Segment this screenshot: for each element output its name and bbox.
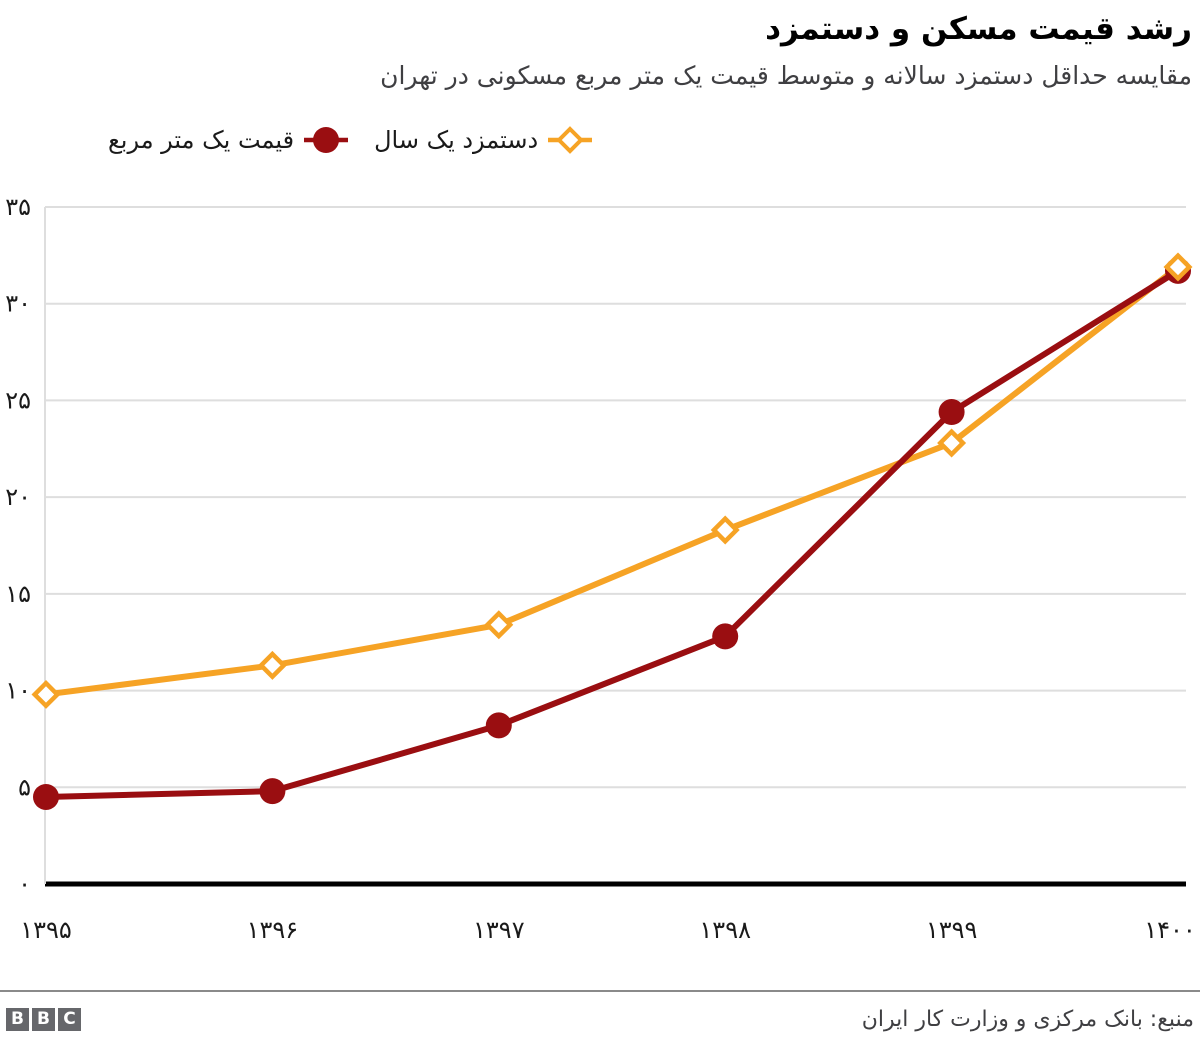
source-note: منبع: بانک مرکزی و وزارت کار ایران [861, 1006, 1194, 1032]
bbc-logo-block: B [32, 1007, 55, 1031]
data-point-marker [710, 515, 740, 545]
series-line [45, 268, 1180, 800]
legend-label-price: قیمت یک متر مربع [108, 126, 295, 155]
data-point-marker [257, 650, 287, 680]
chart-header: رشد قیمت مسکن و دستمزد مقایسه حداقل دستم… [0, 0, 1200, 92]
line-chart: ۰ ۵ ۱۰ ۱۵ ۲۰ ۲۵ ۳۰ ۳۵ ۱۳۹۵ ۱۳۹۶ ۱۳۹۷ ۱۳۹۸ ۱۳۹۹ ۱۴۰۰ [5, 193, 1196, 944]
bbc-logo-block: C [58, 1007, 81, 1031]
x-tick-label: ۱۳۹۷ [473, 916, 525, 944]
y-tick-label: ۳۵ [5, 193, 31, 221]
chart-legend: دستمزد یک سال قیمت یک متر مربع [0, 125, 1200, 155]
y-tick-label: ۱۰ [5, 677, 31, 705]
wage-diamond-marker-icon [548, 125, 593, 155]
series-line [45, 264, 1180, 698]
y-tick-label: ۲۵ [5, 386, 31, 414]
price-circle-marker-icon [304, 125, 349, 155]
legend-item-wage: دستمزد یک سال [374, 125, 593, 155]
x-tick-label: ۱۴۰۰ [1144, 916, 1196, 944]
data-point-marker [33, 783, 59, 810]
x-tick-label: ۱۳۹۵ [20, 916, 72, 944]
x-tick-label: ۱۳۹۹ [926, 916, 978, 944]
bbc-logo-block: B [6, 1007, 29, 1031]
y-tick-label: ۱۵ [5, 580, 31, 608]
data-point-marker [712, 623, 739, 650]
bbc-logo: B B C [6, 1007, 81, 1031]
page-subtitle: مقایسه حداقل دستمزد سالانه و متوسط قیمت … [380, 60, 1192, 90]
y-tick-label: ۳۰ [5, 290, 31, 318]
data-point-marker [31, 679, 61, 709]
x-tick-label: ۱۳۹۸ [699, 916, 751, 944]
page-footer: B B C منبع: بانک مرکزی و وزارت کار ایران [0, 990, 1200, 1046]
data-point-marker [259, 778, 286, 805]
data-point-marker [484, 610, 514, 640]
data-point-marker [485, 712, 512, 739]
data-point-marker [938, 399, 965, 426]
legend-item-price: قیمت یک متر مربع [108, 125, 349, 155]
data-point-marker [937, 428, 967, 458]
page-title: رشد قیمت مسکن و دستمزد [765, 11, 1192, 47]
x-tick-label: ۱۳۹۶ [247, 916, 299, 944]
y-tick-label: ۰ [18, 870, 31, 898]
data-point-marker [1163, 252, 1193, 282]
y-tick-label: ۲۰ [5, 483, 31, 511]
y-tick-label: ۵ [18, 773, 31, 801]
legend-label-wage: دستمزد یک سال [374, 126, 539, 155]
